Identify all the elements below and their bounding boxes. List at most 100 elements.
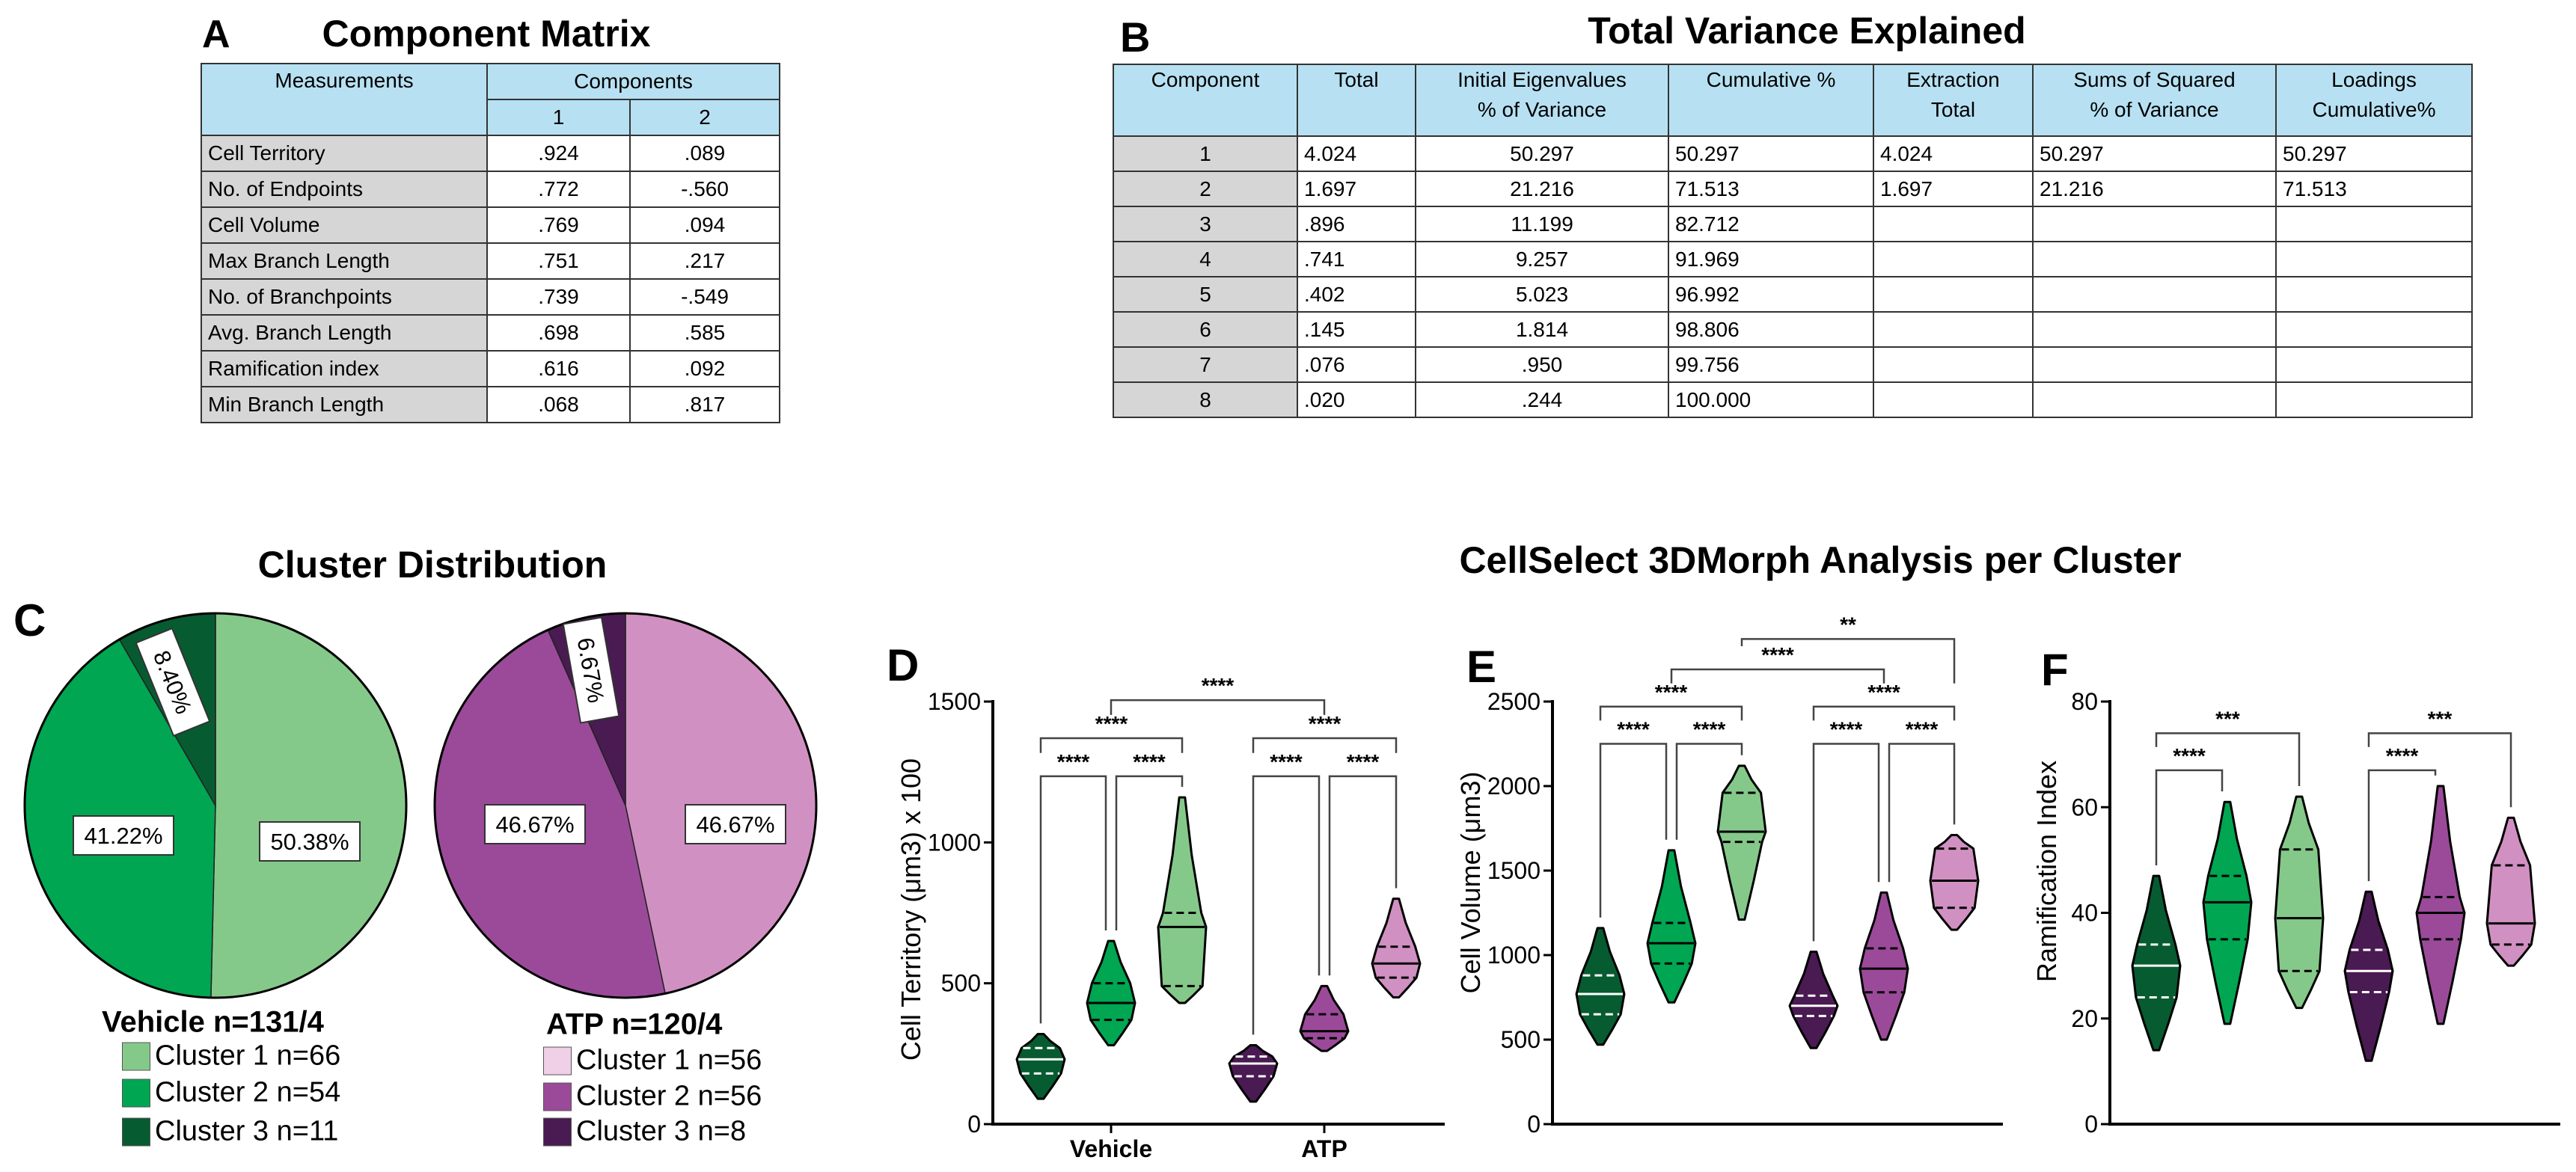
legend-swatch xyxy=(543,1117,572,1146)
significance-bracket xyxy=(1252,737,1398,753)
table-cell: 50.297 xyxy=(1668,135,1874,172)
measurement-name: Max Branch Length xyxy=(201,242,488,280)
measurement-name: Min Branch Length xyxy=(201,386,488,423)
significance-bracket xyxy=(1812,705,1956,721)
table-cell: 5.023 xyxy=(1415,276,1669,313)
table-cell: 21.216 xyxy=(2032,171,2277,207)
loading-value: .585 xyxy=(628,314,781,352)
component-number: 7 xyxy=(1113,346,1298,383)
significance-bracket xyxy=(1599,705,1743,721)
table-cell: 4.024 xyxy=(1297,135,1416,172)
significance-label: **** xyxy=(1655,681,1688,704)
y-tick-label: 1000 xyxy=(928,829,981,856)
panel-label-a: A xyxy=(202,13,230,56)
legend-title: ATP n=120/4 xyxy=(546,1007,723,1041)
table-row: 7.076.950 99.756 xyxy=(1113,346,2473,383)
significance-bracket xyxy=(1670,668,1885,684)
column-header-line2: % of Variance xyxy=(1477,98,1607,121)
header-components: Components xyxy=(486,63,781,100)
y-tick-label: 1500 xyxy=(928,688,981,715)
violin xyxy=(1371,898,1422,998)
data-label-text: 46.67% xyxy=(495,811,574,838)
column-header: Component xyxy=(1113,64,1298,137)
column-header-line1: Initial Eigenvalues xyxy=(1457,68,1627,91)
table-cell: .402 xyxy=(1297,276,1416,313)
table-cell xyxy=(2275,276,2473,313)
violin-chart: 0 500 1000 1500 Cell Territory (μm3) x 100 Ve… xyxy=(896,674,1445,1162)
y-tick-label: 20 xyxy=(2071,1005,2098,1032)
significance-bracket xyxy=(2155,732,2301,786)
y-axis-title: Ramification Index xyxy=(2031,761,2062,982)
significance-label: **** xyxy=(1133,750,1166,773)
data-label-box xyxy=(685,804,786,844)
y-tick-label: 40 xyxy=(2071,900,2098,927)
significance-label: **** xyxy=(1347,750,1380,773)
morph-analysis-title: CellSelect 3DMorph Analysis per Cluster xyxy=(1459,539,2182,581)
component-number: 3 xyxy=(1113,206,1298,242)
measurement-name: No. of Branchpoints xyxy=(201,278,488,316)
loading-value: .739 xyxy=(486,278,631,316)
table-header-row: Component Total Initial Eigenvalues % of Va… xyxy=(1113,64,2473,137)
data-label-box xyxy=(562,616,620,724)
y-axis-title: Cell Volume (μm3) xyxy=(1455,772,1486,994)
measurement-name: Avg. Branch Length xyxy=(201,314,488,352)
panel-label-c: C xyxy=(13,595,46,645)
measurement-name: No. of Endpoints xyxy=(201,171,488,208)
column-header-line1: Cumulative % xyxy=(1706,68,1836,91)
panel-label-d: D xyxy=(887,640,920,690)
table-row: Cell Territory .924.089 xyxy=(201,135,781,172)
table-cell: .244 xyxy=(1415,381,1669,418)
table-row: No. of Branchpoints .739 -.549 xyxy=(201,278,781,316)
panel-label-e: E xyxy=(1466,642,1497,692)
column-header: Cumulative % xyxy=(1668,64,1874,137)
loading-value: -.560 xyxy=(628,171,781,208)
table-cell: 99.756 xyxy=(1668,346,1874,383)
table-cell xyxy=(2032,381,2277,418)
legend-swatch xyxy=(122,1042,150,1070)
significance-label: **** xyxy=(1761,643,1794,666)
data-label-text: 41.22% xyxy=(84,823,162,849)
violin xyxy=(2343,890,2394,1062)
loading-value: .924 xyxy=(486,135,631,172)
table-cell: .896 xyxy=(1297,206,1416,242)
column-header-line1: Component xyxy=(1151,68,1260,91)
table-cell xyxy=(2032,311,2277,348)
header-measurements: Measurements xyxy=(201,63,488,136)
component-matrix-table: Measurements Components 1 2 Cell Territory .9… xyxy=(201,63,781,423)
legend-swatch xyxy=(122,1117,150,1146)
table-cell: 1.814 xyxy=(1415,311,1669,348)
pie-outline xyxy=(23,612,408,999)
data-label-text: 50.38% xyxy=(270,829,349,855)
table-cell xyxy=(1873,241,2034,277)
significance-bracket xyxy=(1328,775,1398,976)
violin xyxy=(1646,849,1697,1004)
violin xyxy=(1157,796,1208,1004)
significance-label: **** xyxy=(1830,718,1863,741)
table-cell: 71.513 xyxy=(2275,171,2473,207)
table-cell: .950 xyxy=(1415,346,1669,383)
significance-bracket xyxy=(1252,775,1321,1035)
table-row: Max Branch Length .751.217 xyxy=(201,242,781,280)
data-label-box xyxy=(484,804,586,844)
table-cell: 11.199 xyxy=(1415,206,1669,242)
significance-bracket xyxy=(1115,775,1184,931)
violin xyxy=(1858,891,1909,1041)
header-component-number: 2 xyxy=(628,99,781,136)
table-row: Min Branch Length .068.817 xyxy=(201,386,781,423)
loading-value: -.549 xyxy=(628,278,781,316)
table-cell: 82.712 xyxy=(1668,206,1874,242)
y-tick-label: 60 xyxy=(2071,794,2098,820)
y-tick-label: 500 xyxy=(941,970,981,997)
table-cell xyxy=(2032,276,2277,313)
loading-value: .751 xyxy=(486,242,631,280)
legend-item: Cluster 3 n=8 xyxy=(543,1116,746,1148)
y-tick-label: 1000 xyxy=(1487,942,1541,969)
table-cell: 50.297 xyxy=(1415,135,1669,172)
table-row: Ramification index .616.092 xyxy=(201,350,781,387)
component-matrix-title: Component Matrix xyxy=(322,13,651,55)
table-cell: 100.000 xyxy=(1668,381,1874,418)
legend-item: Cluster 3 n=11 xyxy=(122,1116,338,1148)
table-cell: 91.969 xyxy=(1668,241,1874,277)
table-cell: 1.697 xyxy=(1873,171,2034,207)
